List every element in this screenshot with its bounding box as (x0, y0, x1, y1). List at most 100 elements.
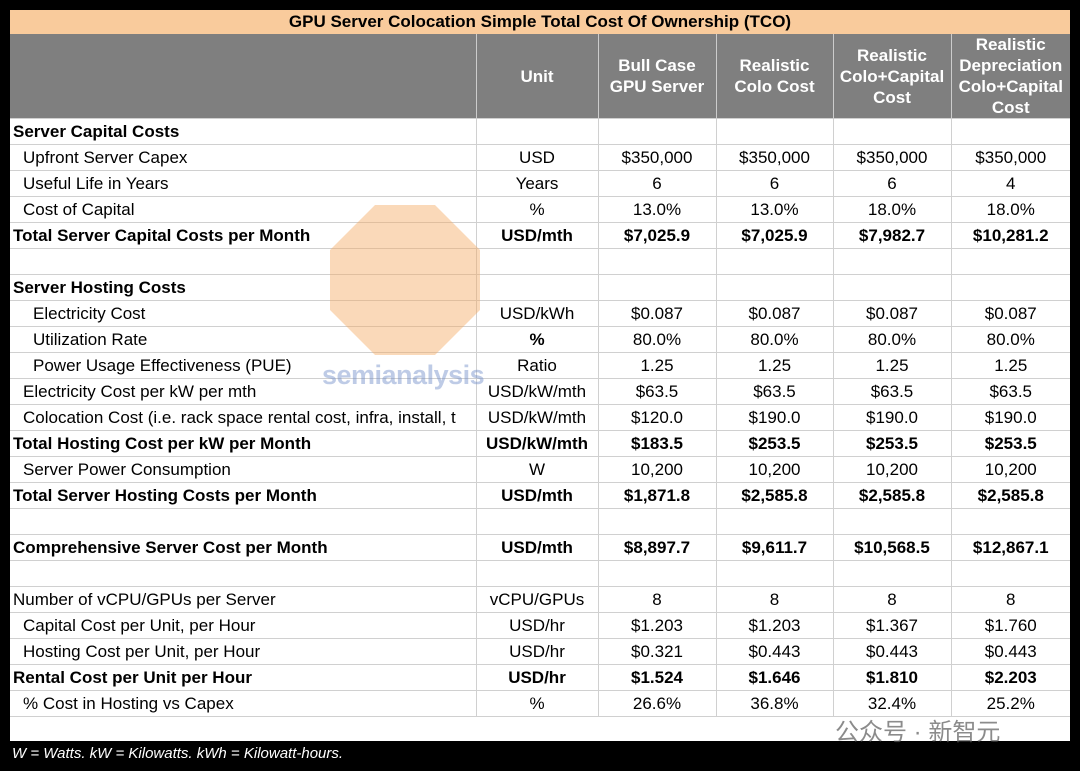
cell: $190.0 (715, 404, 834, 431)
cell (715, 560, 834, 587)
table-row (10, 508, 1070, 535)
cell: $1,871.8 (597, 482, 717, 509)
cell: $350,000 (597, 144, 717, 171)
cell: $350,000 (715, 144, 834, 171)
footnote: W = Watts. kW = Kilowatts. kWh = Kilowat… (12, 745, 344, 762)
cell: $190.0 (950, 404, 1070, 431)
cell: $0.443 (715, 638, 834, 665)
cell: $7,025.9 (597, 222, 717, 249)
table-row: % Cost in Hosting vs Capex% 26.6% 36.8% 32.… (10, 690, 1070, 717)
cell: % (475, 326, 599, 353)
header-cell: Realistic Colo Cost (715, 34, 833, 119)
cell: $9,611.7 (715, 534, 834, 561)
cell: USD (475, 144, 599, 171)
cell: $253.5 (832, 430, 952, 457)
row-label: Capital Cost per Unit, per Hour (10, 612, 477, 639)
table-row: Electricity Cost per kW per mth USD/kW/mt… (10, 378, 1070, 405)
cell (715, 118, 834, 145)
cell: $63.5 (715, 378, 834, 405)
table-row (10, 560, 1070, 587)
cell: 13.0% (597, 196, 717, 223)
cell (832, 118, 952, 145)
cell (832, 508, 952, 535)
table-row (10, 248, 1070, 275)
table-row: Comprehensive Server Cost per Month USD/m… (10, 534, 1070, 561)
cell: W (475, 456, 599, 483)
cell: $2,585.8 (715, 482, 834, 509)
row-label: Rental Cost per Unit per Hour (10, 664, 477, 691)
cell: 4 (950, 170, 1070, 197)
cell: $253.5 (715, 430, 834, 457)
cell: USD/kW/mth (475, 378, 599, 405)
cell (950, 560, 1070, 587)
cell: 10,200 (832, 456, 952, 483)
cell (950, 508, 1070, 535)
table-row: Rental Cost per Unit per Hour USD/hr $1.52… (10, 664, 1070, 691)
cell: $2.203 (950, 664, 1070, 691)
row-label: Utilization Rate (10, 326, 477, 353)
table-row: Useful Life in Years Years 6 6 6 4 (10, 170, 1070, 197)
header-cell: Bull Case GPU Server (597, 34, 716, 119)
table-row: Total Server Hosting Costs per Month USD/… (10, 482, 1070, 509)
cell: 36.8% (715, 690, 834, 717)
cell: Years (475, 170, 599, 197)
cell: USD/hr (475, 612, 599, 639)
tco-table: Unit Bull Case GPU Server Realistic Colo C… (10, 34, 1070, 717)
cell: USD/kWh (475, 300, 599, 327)
cell: 6 (715, 170, 834, 197)
row-label: Power Usage Effectiveness (PUE) (10, 352, 477, 379)
cell (950, 274, 1070, 301)
header-cell (10, 34, 476, 119)
table-row: Colocation Cost (i.e. rack space rental … (10, 404, 1070, 431)
row-label: Upfront Server Capex (10, 144, 477, 171)
header-cell: Realistic Depreciation Colo+Capital Cost (950, 34, 1070, 119)
cell: $0.087 (715, 300, 834, 327)
title: GPU Server Colocation Simple Total Cost … (10, 10, 1070, 34)
cell (475, 118, 599, 145)
row-label: % Cost in Hosting vs Capex (10, 690, 477, 717)
watermark: 公众号 · 新智元 (835, 719, 1001, 746)
cell: $183.5 (597, 430, 717, 457)
sheet: Unit Bull Case GPU Server Realistic Colo C… (10, 34, 1070, 741)
row-label: Comprehensive Server Cost per Month (10, 534, 477, 561)
cell: $190.0 (832, 404, 952, 431)
row-label (10, 248, 477, 275)
table-row: Upfront Server Capex USD $350,000 $350,000 $… (10, 144, 1070, 171)
cell: 8 (715, 586, 834, 613)
table-row: Server Power Consumption W 10,200 10,200 10,… (10, 456, 1070, 483)
cell: $253.5 (950, 430, 1070, 457)
cell: 80.0% (950, 326, 1070, 353)
cell: USD/mth (475, 222, 599, 249)
cell: USD/mth (475, 534, 599, 561)
cell: $2,585.8 (832, 482, 952, 509)
cell: 18.0% (832, 196, 952, 223)
row-label: Cost of Capital (10, 196, 477, 223)
row-label: Colocation Cost (i.e. rack space rental … (10, 404, 477, 431)
cell: $0.087 (597, 300, 717, 327)
cell (832, 248, 952, 275)
cell: 1.25 (715, 352, 834, 379)
cell: $63.5 (832, 378, 952, 405)
cell: 10,200 (950, 456, 1070, 483)
row-label: Useful Life in Years (10, 170, 477, 197)
header-row: Unit Bull Case GPU Server Realistic Colo C… (10, 34, 1070, 119)
cell: 8 (597, 586, 717, 613)
cell: 1.25 (950, 352, 1070, 379)
cell: $1.203 (597, 612, 717, 639)
watermark: semianalysis (322, 360, 485, 390)
row-label: Total Server Hosting Costs per Month (10, 482, 477, 509)
cell: $7,025.9 (715, 222, 834, 249)
cell (832, 560, 952, 587)
cell: 80.0% (832, 326, 952, 353)
cell: USD/hr (475, 638, 599, 665)
cell: % (475, 690, 599, 717)
table-row: Total Server Capital Costs per Month USD/… (10, 222, 1070, 249)
cell (950, 248, 1070, 275)
table-row: Cost of Capital% 13.0% 13.0% 18.0% 18.0% (10, 196, 1070, 223)
cell: $63.5 (597, 378, 717, 405)
cell (475, 560, 599, 587)
cell: 13.0% (715, 196, 834, 223)
table-row: Server Hosting Costs (10, 274, 1070, 301)
cell: $1.760 (950, 612, 1070, 639)
cell: 1.25 (832, 352, 952, 379)
